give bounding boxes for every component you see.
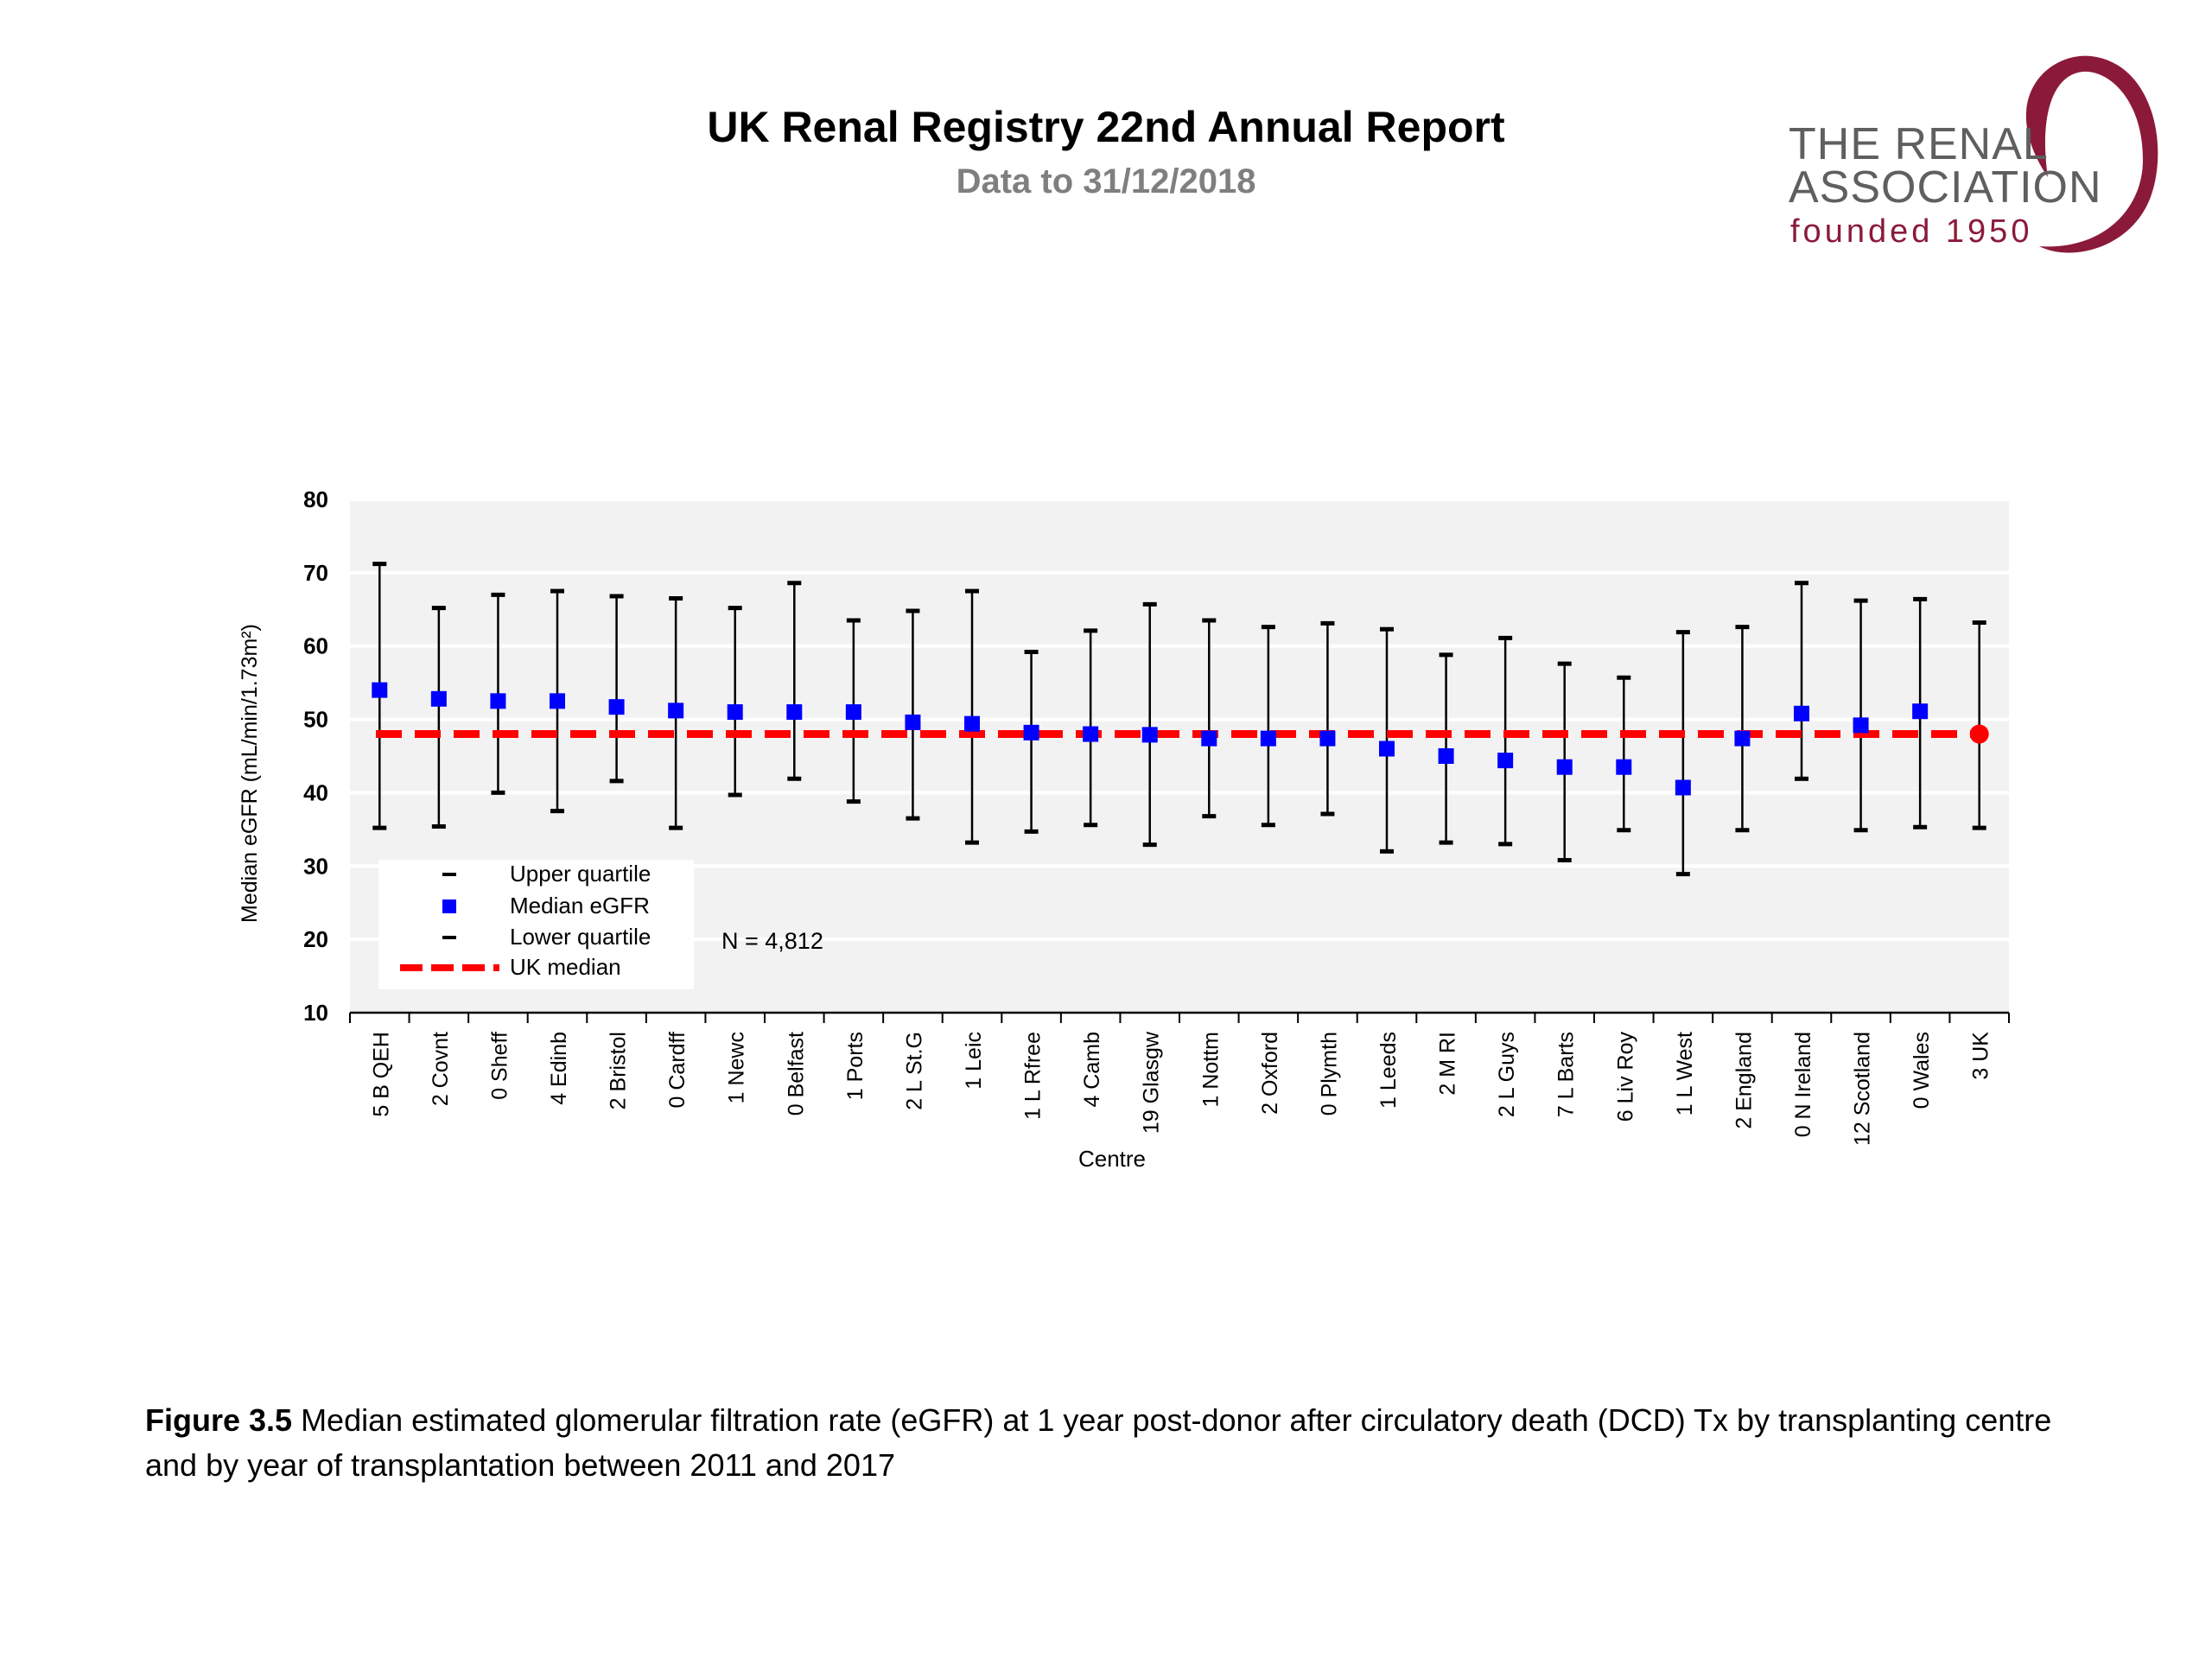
median-marker <box>372 682 388 698</box>
x-tick-label: 5 B QEH <box>369 1032 393 1117</box>
median-marker <box>1497 753 1514 769</box>
x-tick-label: 0 N Ireland <box>1791 1032 1815 1137</box>
y-axis-label: Median eGFR (mL/min/1.73m²) <box>238 624 262 923</box>
median-marker <box>964 715 980 732</box>
sample-size-annotation: N = 4,812 <box>721 928 823 954</box>
figure-caption-text: Median estimated glomerular filtration r… <box>145 1402 2052 1483</box>
x-tick-label: 1 L West <box>1673 1032 1697 1116</box>
y-tick-label: 40 <box>303 779 328 805</box>
egfr-chart: 10 20 30 40 50 60 70 80 Median eGFR (mL/min/1.73… <box>238 486 2010 1172</box>
median-marker <box>1379 741 1395 757</box>
x-tick-label: 7 L Barts <box>1554 1032 1579 1117</box>
report-title: UK Renal Registry 22nd Annual Report <box>707 103 1505 151</box>
x-tick-label: 1 L Rfree <box>1021 1032 1046 1120</box>
median-marker <box>1912 703 1929 720</box>
logo-text-line3: founded 1950 <box>1790 213 2033 250</box>
logo-text-line1: THE RENAL <box>1789 119 2049 169</box>
x-tick-label: 2 L Guys <box>1495 1032 1519 1117</box>
median-marker <box>1734 730 1751 747</box>
renal-association-logo: THE RENAL ASSOCIATION founded 1950 <box>1789 48 2177 272</box>
x-tick-label: 2 Covnt <box>429 1032 453 1106</box>
x-tick-label: 12 Scotland <box>1851 1032 1875 1146</box>
median-marker <box>1141 727 1158 743</box>
median-marker <box>1438 748 1454 764</box>
x-tick-label: 1 Nottm <box>1198 1032 1223 1108</box>
x-tick-label: 19 Glasgw <box>1140 1031 1164 1134</box>
median-marker <box>845 704 861 721</box>
y-tick-label: 50 <box>303 707 328 733</box>
median-marker <box>1853 717 1869 734</box>
legend-label-uk-median: UK median <box>510 954 621 980</box>
legend-label-median: Median eGFR <box>510 893 650 918</box>
x-tick-label: 1 Leic <box>962 1032 986 1090</box>
x-tick-label: 2 L St.G <box>902 1032 926 1110</box>
x-tick-label: 1 Leeds <box>1376 1032 1401 1109</box>
median-marker <box>786 704 803 721</box>
y-tick-label: 10 <box>303 1000 328 1026</box>
x-tick-label: 2 M RI <box>1436 1032 1460 1096</box>
x-tick-label: 0 Cardff <box>665 1032 690 1109</box>
median-marker <box>550 693 565 709</box>
median-marker <box>1319 730 1336 747</box>
median-marker <box>1675 779 1691 796</box>
median-marker <box>430 690 447 707</box>
uk-median-point <box>1969 724 1989 744</box>
median-marker <box>608 699 625 715</box>
legend-box <box>378 860 694 989</box>
x-tick-label: 1 Newc <box>725 1032 749 1103</box>
legend-symbol-median <box>442 899 456 913</box>
x-tick-label: 2 Oxford <box>1258 1032 1282 1115</box>
y-tick-label: 60 <box>303 633 328 659</box>
x-axis-label: Centre <box>1078 1146 1146 1172</box>
median-marker <box>905 714 921 730</box>
median-marker <box>1616 759 1632 775</box>
x-tick-label: 0 Sheff <box>487 1032 512 1100</box>
x-tick-label: 4 Edinb <box>547 1032 571 1105</box>
y-tick-label: 20 <box>303 926 328 952</box>
y-tick-label: 80 <box>303 486 328 512</box>
x-tick-label: 0 Plymth <box>1317 1032 1341 1116</box>
median-marker <box>1794 705 1809 721</box>
x-tick-label: 1 Ports <box>843 1032 868 1100</box>
figure-label: Figure 3.5 <box>145 1402 293 1438</box>
legend-label-upper: Upper quartile <box>510 861 651 887</box>
median-marker <box>1556 759 1573 775</box>
report-subtitle: Data to 31/12/2018 <box>956 162 1256 200</box>
y-tick-label: 30 <box>303 853 328 879</box>
median-marker <box>668 702 684 719</box>
x-tick-label: 2 England <box>1732 1032 1756 1129</box>
median-marker <box>1260 730 1276 747</box>
median-marker <box>1023 724 1039 741</box>
x-tick-label: 6 Liv Roy <box>1613 1032 1637 1122</box>
x-tick-label: 2 Bristol <box>607 1032 631 1109</box>
x-tick-label: 4 Camb <box>1080 1032 1104 1108</box>
y-tick-label: 70 <box>303 560 328 586</box>
median-marker <box>1083 726 1099 742</box>
x-tick-label: 3 UK <box>1969 1032 1993 1080</box>
median-marker <box>727 704 743 721</box>
x-tick-label: 0 Wales <box>1910 1032 1934 1109</box>
median-marker <box>1201 730 1217 747</box>
median-marker <box>490 693 506 709</box>
legend-label-lower: Lower quartile <box>510 924 651 950</box>
logo-text-line2: ASSOCIATION <box>1789 162 2102 213</box>
figure-caption: Figure 3.5 Median estimated glomerular f… <box>145 1398 2089 1488</box>
x-tick-label: 0 Belfast <box>784 1032 808 1116</box>
